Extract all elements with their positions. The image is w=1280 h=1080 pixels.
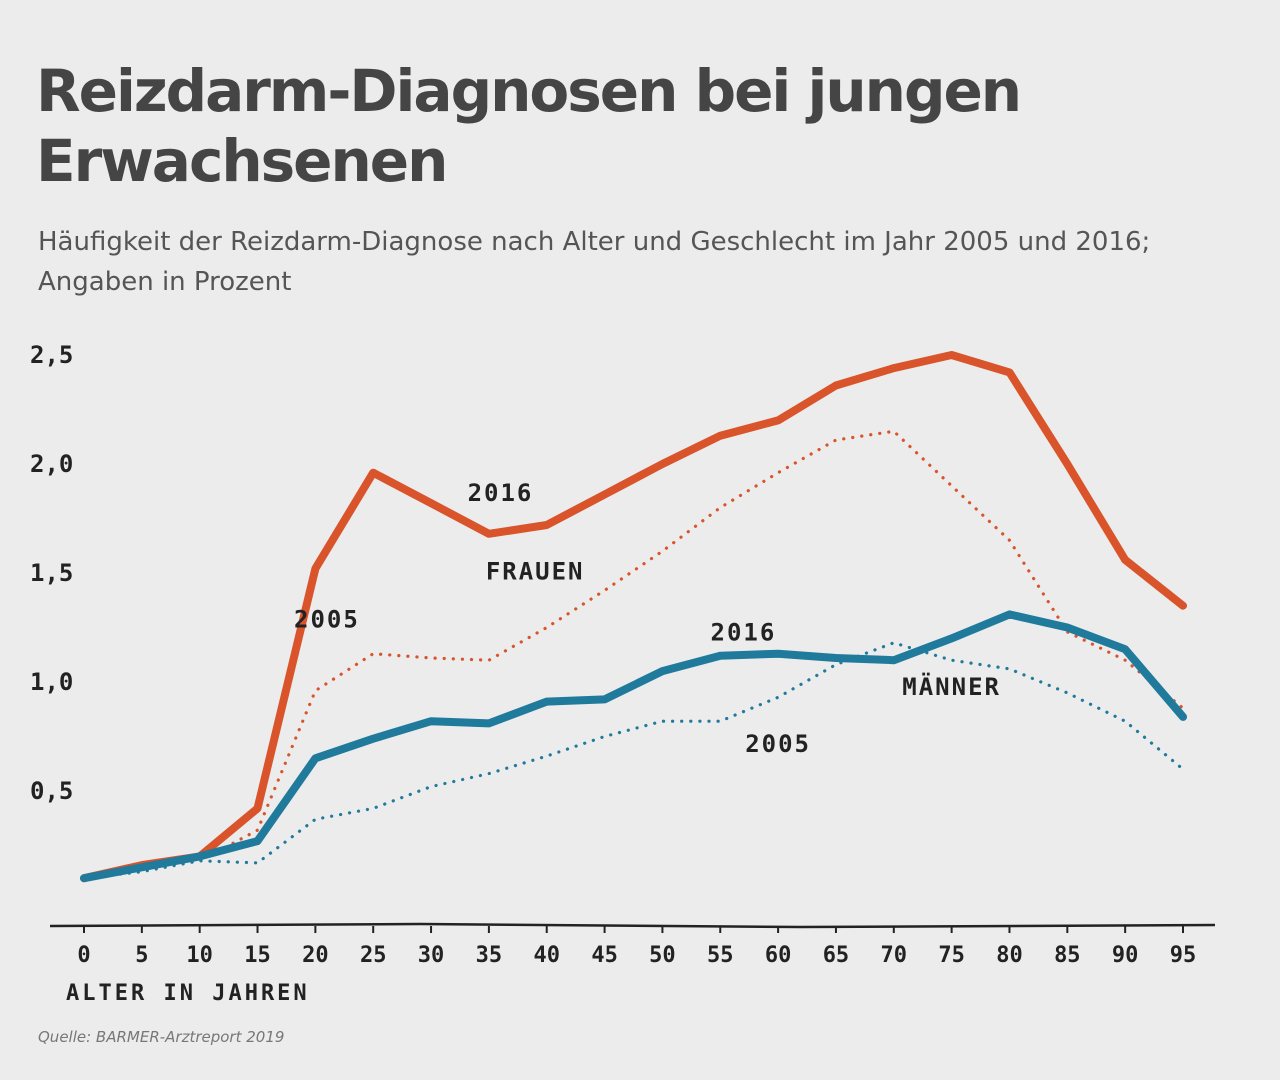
y-tick-label: 0,5 [30,777,73,805]
x-tick-label: 55 [707,943,734,968]
x-tick-label: 95 [1170,943,1197,968]
x-tick-label: 25 [360,943,387,968]
annotation-label: FRAUEN [486,558,585,586]
x-tick-label: 20 [302,943,329,968]
x-tick-label: 75 [938,943,965,968]
annotation-label: MÄNNER [902,672,1001,701]
x-tick-label: 35 [476,943,503,968]
series-line-m-nner-2016 [80,610,1187,883]
x-tick-label: 70 [881,943,908,968]
x-tick-label: 50 [649,943,676,968]
annotation-label: 2005 [294,606,360,634]
annotation-label: 2016 [468,479,534,507]
x-tick-label: 80 [996,943,1023,968]
y-tick-label: 2,0 [30,450,73,478]
x-tick-label: 30 [418,943,445,968]
x-axis-label: ALTER IN JAHREN [66,981,310,1006]
annotation-label: 2005 [745,730,811,758]
x-tick-label: 90 [1112,943,1139,968]
x-tick-label: 45 [591,943,618,968]
chart-title: Reizdarm-Diagnosen bei jungen Erwachsene… [36,57,1022,195]
x-tick-label: 85 [1054,943,1081,968]
labels-group: 2016 FRAUEN 2005 2016 MÄNNER 2005 [294,479,1001,758]
annotation-label: 2016 [711,619,777,647]
y-tick-label: 1,0 [30,668,73,696]
chart-subtitle: Häufigkeit der Reizdarm-Diagnose nach Al… [38,227,1151,297]
axes-group: 0 5 10 15 20 25 30 35 40 45 50 55 60 65 70 75 80 85 90 95 0,… [30,341,1216,968]
x-tick-label: 5 [135,943,148,968]
x-tick-label: 0 [77,943,90,968]
x-tick-label: 10 [186,943,213,968]
y-tick-label: 1,5 [30,559,73,587]
x-tick-label: 40 [533,943,560,968]
series-group [80,351,1187,883]
x-tick-label: 60 [765,943,792,968]
x-tick-label: 65 [823,943,850,968]
x-tick-label: 15 [244,943,271,968]
y-tick-label: 2,5 [30,341,73,369]
series-line-frauen-2016 [80,351,1187,883]
x-axis-line [49,922,1216,929]
source-note: Quelle: BARMER-Arztreport 2019 [38,1028,285,1046]
